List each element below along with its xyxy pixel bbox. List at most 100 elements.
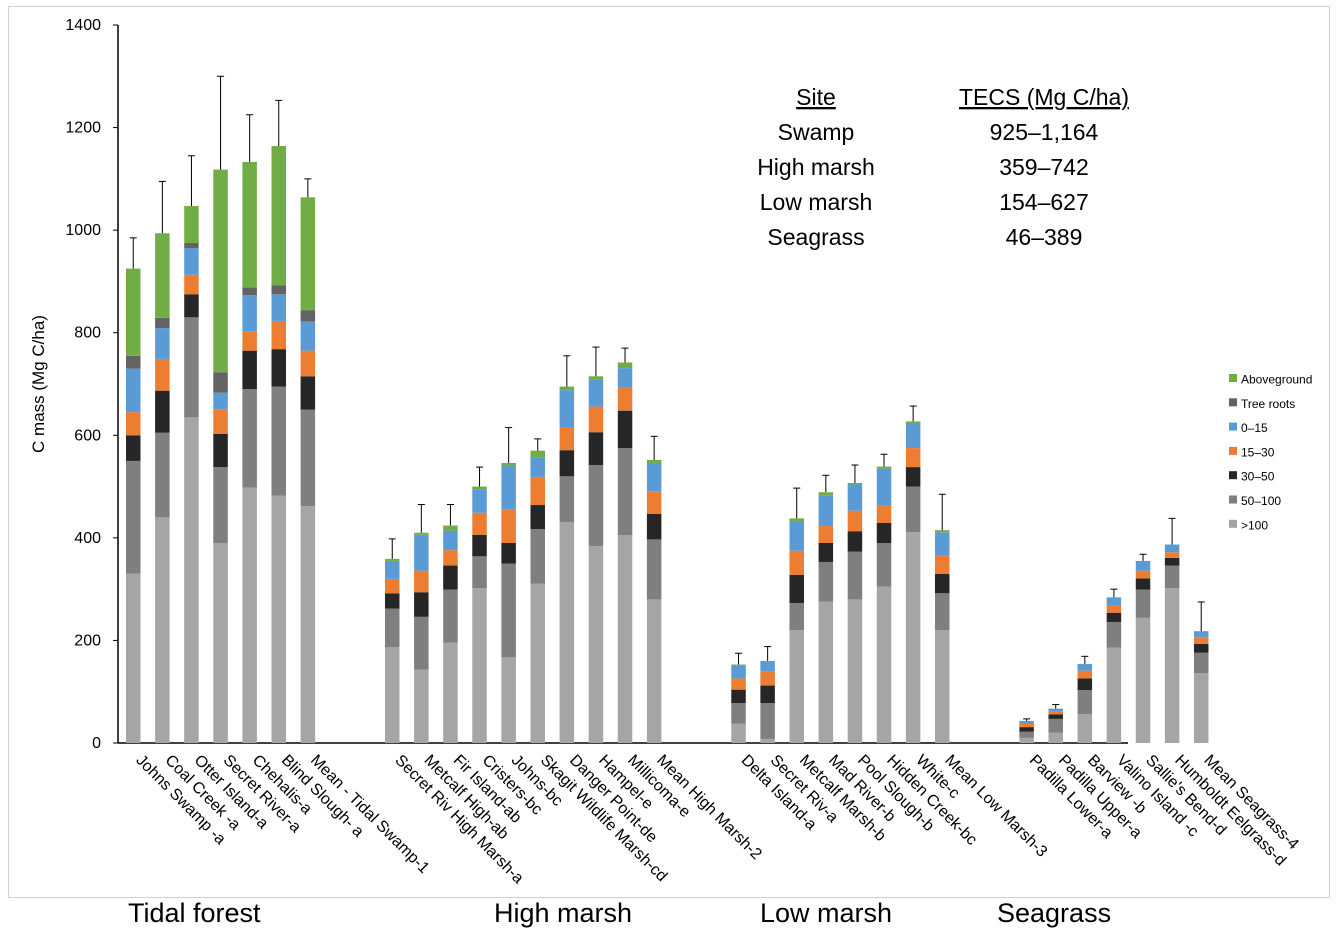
bar-segment-30-50 xyxy=(847,531,863,552)
bar-segment-30-50 xyxy=(789,574,804,603)
bar-segment-15-30 xyxy=(443,550,458,566)
bar-segment-100 xyxy=(414,669,429,743)
bar-segment-30-50 xyxy=(646,513,662,540)
table-cell-tecs: 46–389 xyxy=(1006,224,1083,250)
bar-segment-50-100 xyxy=(588,465,604,547)
bar-segment-30-50 xyxy=(184,294,199,318)
bar-segment-tree-roots xyxy=(155,317,170,329)
bar-segment-tree-roots xyxy=(242,287,257,296)
y-tick-label: 400 xyxy=(74,530,101,547)
chart-frame xyxy=(8,6,1330,898)
bar-segment-15-30 xyxy=(414,570,429,593)
bar-segment-30-50 xyxy=(443,565,458,590)
bar-segment-0-15 xyxy=(271,294,286,321)
bar-segment-50-100 xyxy=(530,529,545,584)
legend-swatch-tree-roots xyxy=(1229,398,1237,407)
bar-segment-100 xyxy=(847,599,863,743)
bar-segment-15-30 xyxy=(1193,637,1209,645)
bar-segment-50-100 xyxy=(847,551,863,600)
bar-segment-100 xyxy=(300,506,316,743)
bar-segment-aboveground xyxy=(126,268,141,356)
bar-segment-15-30 xyxy=(760,671,775,686)
bar-segment-100 xyxy=(472,588,487,743)
bar-segment-15-30 xyxy=(184,274,199,295)
bar-segment-50-100 xyxy=(184,317,199,418)
bar-segment-30-50 xyxy=(905,467,921,487)
bar-segment-50-100 xyxy=(1193,652,1209,674)
bar-segment-15-30 xyxy=(789,550,804,575)
bar-segment-30-50 xyxy=(1019,727,1034,732)
bar-segment-50-100 xyxy=(1048,718,1063,733)
bar-segment-100 xyxy=(1077,714,1093,743)
bar-segment-100 xyxy=(876,586,892,743)
bar-segment-30-50 xyxy=(213,433,228,468)
bar-segment-15-30 xyxy=(472,512,487,535)
bar-segment-30-50 xyxy=(384,593,400,609)
bar-segment-100 xyxy=(818,601,834,743)
bar-segment-0-15 xyxy=(760,661,775,672)
bar-segment-0-15 xyxy=(213,392,228,410)
bar-segment-aboveground xyxy=(155,233,170,318)
bar-segment-0-15 xyxy=(934,532,950,556)
legend-swatch-aboveground xyxy=(1229,374,1237,382)
bar-segment-15-30 xyxy=(905,448,921,468)
bar-segment-15-30 xyxy=(271,320,286,350)
bar-segment-0-15 xyxy=(1077,664,1093,671)
bar-segment-100 xyxy=(1106,647,1122,743)
bar-segment-50-100 xyxy=(876,542,892,587)
bar-segment-100 xyxy=(1019,737,1034,743)
bar-segment-100 xyxy=(1135,617,1151,743)
bar-segment-0-15 xyxy=(847,484,863,511)
bar-segment-tree-roots xyxy=(300,310,316,322)
bar-segment-50-100 xyxy=(760,702,775,739)
bar-segment-0-15 xyxy=(155,328,170,359)
bar-segment-0-15 xyxy=(501,466,516,510)
bar-segment-50-100 xyxy=(472,556,487,589)
bar-segment-50-100 xyxy=(559,476,575,522)
y-tick-label: 1400 xyxy=(65,17,101,34)
bar-segment-0-15 xyxy=(646,462,662,492)
bar-segment-30-50 xyxy=(1077,678,1093,691)
bar-segment-15-30 xyxy=(155,358,170,391)
bar-segment-15-30 xyxy=(1106,605,1122,613)
legend-label-tree-roots: Tree roots xyxy=(1241,397,1295,411)
bar-segment-15-30 xyxy=(1077,670,1093,679)
table-header-site: Site xyxy=(796,84,836,110)
bar-segment-100 xyxy=(588,546,604,743)
bar-segment-50-100 xyxy=(1019,731,1034,738)
bar-segment-0-15 xyxy=(905,423,921,449)
bar-segment-15-30 xyxy=(1135,570,1151,579)
bar-segment-15-30 xyxy=(1019,724,1034,728)
bar-segment-0-15 xyxy=(789,521,804,551)
bar-segment-50-100 xyxy=(501,563,516,658)
bar-segment-50-100 xyxy=(384,608,400,648)
bar-segment-aboveground xyxy=(617,362,633,369)
bar-segment-aboveground xyxy=(501,462,516,467)
bar-segment-100 xyxy=(530,583,545,743)
bar-segment-30-50 xyxy=(588,432,604,466)
y-axis-label: C mass (Mg C/ha) xyxy=(29,315,48,453)
bar-segment-15-30 xyxy=(126,412,141,436)
bar-segment-15-30 xyxy=(646,491,662,514)
bar-segment-15-30 xyxy=(1164,552,1180,558)
bar-segment-aboveground xyxy=(847,482,863,485)
bar-segment-aboveground xyxy=(472,486,487,490)
table-cell-tecs: 154–627 xyxy=(999,189,1089,215)
bar-segment-50-100 xyxy=(1106,621,1122,648)
bar-segment-100 xyxy=(760,738,775,743)
table-cell-site: High marsh xyxy=(757,154,875,180)
bar-segment-15-30 xyxy=(876,505,892,523)
bar-segment-0-15 xyxy=(126,368,141,413)
bar-segment-aboveground xyxy=(876,466,892,469)
bar-segment-30-50 xyxy=(760,685,775,703)
bar-segment-15-30 xyxy=(559,427,575,451)
bar-segment-aboveground xyxy=(184,206,199,243)
bar-segment-50-100 xyxy=(1135,589,1151,618)
bar-segment-0-15 xyxy=(530,457,545,477)
bar-segment-0-15 xyxy=(1135,560,1151,571)
bar-segment-tree-roots xyxy=(126,355,141,369)
bar-segment-0-15 xyxy=(1106,597,1122,606)
bar-segment-0-15 xyxy=(876,468,892,506)
bar-segment-100 xyxy=(1164,588,1180,743)
